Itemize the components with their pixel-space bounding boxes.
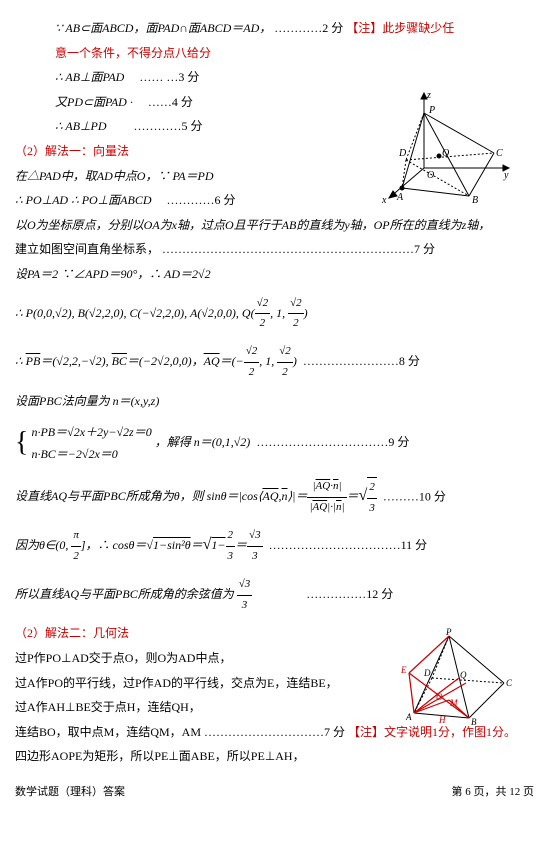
line-15: 设直线AQ与平面PBC所成角为θ，则 sinθ＝|cos⟨AQ,n⟩|＝|AQ·…	[15, 477, 534, 519]
line-14: { n·PB＝√2x＋2y−√2z＝0 n·BC＝−2√2x＝0 ，解得 n＝(…	[15, 418, 534, 468]
line-6: 在△PAD中，取AD中点O，∵ PA＝PD	[15, 166, 534, 188]
score-1: …………2 分	[274, 21, 343, 35]
line-4: 又PD⊂面PAD · ……4 分	[15, 92, 534, 114]
line-9: 建立如图空间直角坐标系， ………………………………………………………7 分	[15, 239, 534, 261]
footer-right: 第 6 页，共 12 页	[452, 783, 535, 803]
footer-left: 数学试题（理科）答案	[15, 783, 125, 803]
line-21: 连结BO，取中点M，连结QM，AM …………………………7 分 【注】文字说明1…	[15, 722, 534, 744]
line-22: 四边形AOPE为矩形，所以PE⊥面ABE，所以PE⊥AH，	[15, 746, 534, 768]
page-container: z y x P D Q C O A B ∵ AB⊂面ABCD，面PAD∩面ABC…	[15, 18, 534, 803]
line-1: ∵ AB⊂面ABCD，面PAD∩面ABCD＝AD， …………2 分 【注】此步骤…	[15, 18, 534, 40]
line-17: 所以直线AQ与平面PBC所成角的余弦值为 √33 ……………12 分	[15, 575, 534, 616]
line-12: ∴ PB＝(√2,2,−√2), BC＝(−2√2,0,0)，AQ＝(−√22,…	[15, 342, 534, 383]
note-21: 【注】文字说明1分，作图1分。	[348, 725, 516, 739]
line-5: ∴ AB⊥PD …………5 分	[15, 116, 534, 138]
note-1: 【注】此步骤缺少任	[346, 21, 454, 35]
line-2: 意一个条件，不得分点八给分	[15, 43, 534, 65]
line-11: ∴ P(0,0,√2), B(√2,2,0), C(−√2,2,0), A(√2…	[15, 294, 534, 335]
section-2b-heading: （2）解法二：几何法	[15, 623, 534, 645]
line-3: ∴ AB⊥面PAD …… …3 分	[15, 67, 534, 89]
line-13: 设面PBC法向量为 n＝(x,y,z)	[15, 391, 534, 413]
line-10: 设PA＝2 ∵∠APD＝90°，∴ AD＝2√2	[15, 264, 534, 286]
line-8: 以O为坐标原点，分别以OA为x轴，过点O且平行于AB的直线为y轴，OP所在的直线…	[15, 215, 534, 237]
line-16: 因为θ∈(0, π2]，∴ cosθ＝√1−sin²θ＝√1−23＝√33 ………	[15, 526, 534, 567]
line-18: 过P作PO⊥AD交于点O，则O为AD中点，	[15, 648, 534, 670]
page-footer: 数学试题（理科）答案 第 6 页，共 12 页	[15, 783, 534, 803]
line-19: 过A作PO的平行线，过P作AD的平行线，交点为E，连结BE，	[15, 673, 534, 695]
line-20: 过A作AH⊥BE交于点H，连结QH，	[15, 697, 534, 719]
section-2-heading: （2）解法一：向量法	[15, 141, 534, 163]
line-7: ∴ PO⊥AD ∴ PO⊥面ABCD …………6 分	[15, 190, 534, 212]
